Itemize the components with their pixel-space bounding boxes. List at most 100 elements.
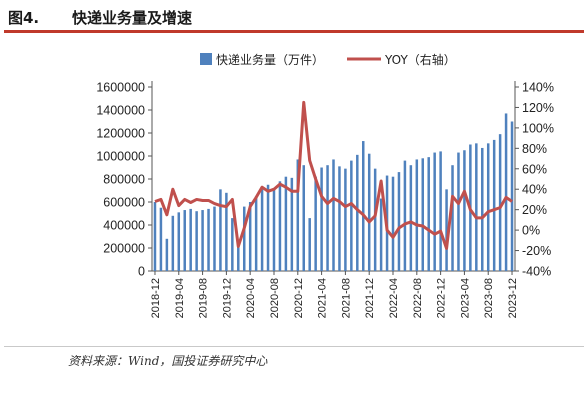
y-left-tick-label: 0: [138, 265, 145, 279]
volume-bar: [421, 158, 425, 271]
volume-bar: [326, 165, 329, 271]
y-right-tick-label: 120%: [522, 101, 554, 115]
volume-bar: [278, 181, 282, 271]
volume-bar: [284, 176, 288, 271]
x-tick-label: 2022-12: [436, 278, 448, 318]
volume-bar: [367, 153, 371, 271]
volume-bar: [260, 189, 264, 271]
y-left-tick-label: 800000: [103, 173, 145, 187]
y-right-tick-label: -20%: [522, 244, 551, 258]
volume-bar: [362, 141, 365, 271]
volume-bar: [242, 206, 246, 271]
legend-label-yoy: YOY（右轴）: [384, 52, 456, 67]
x-tick-label: 2021-12: [364, 278, 376, 318]
y-right-tick-label: 140%: [522, 81, 554, 95]
y-right-tick-label: 100%: [522, 121, 554, 135]
volume-bar: [332, 159, 335, 271]
volume-bar: [183, 210, 186, 271]
y-right-tick-label: 40%: [522, 183, 547, 197]
figure-title-bar: 图4. 快递业务量及增速: [4, 4, 584, 30]
x-tick-label: 2023-12: [507, 278, 519, 318]
x-tick-label: 2023-04: [459, 278, 471, 318]
volume-bar: [510, 121, 514, 271]
yoy-line: [154, 100, 513, 251]
volume-bar: [302, 165, 305, 271]
volume-bar: [177, 212, 181, 271]
y-left-tick-label: 1000000: [96, 150, 145, 164]
x-tick-label: 2020-12: [293, 278, 305, 318]
x-tick-label: 2019-08: [198, 278, 210, 318]
volume-bar: [344, 168, 347, 271]
volume-bar: [451, 165, 454, 271]
y-left-tick-label: 1600000: [96, 81, 145, 95]
volume-bar: [308, 218, 311, 271]
y-right-tick-label: 80%: [522, 142, 547, 156]
volume-bar: [296, 159, 300, 271]
title-underline: [4, 30, 584, 33]
source-note: 资料来源：Wind，国投证券研究中心: [68, 354, 268, 368]
x-tick-label: 2021-08: [340, 278, 352, 318]
x-tick-label: 2021-04: [317, 278, 329, 318]
volume-bar: [189, 208, 192, 271]
legend-label-volume: 快递业务量（万件）: [216, 52, 324, 67]
bar-series: [153, 113, 514, 271]
line-series: [154, 100, 513, 251]
volume-bar: [338, 166, 341, 271]
volume-bar: [195, 211, 198, 271]
volume-bar: [409, 165, 413, 271]
volume-bar: [153, 202, 157, 271]
volume-bar: [314, 176, 317, 271]
volume-bar: [457, 152, 460, 271]
volume-bar: [290, 177, 294, 271]
x-tick-label: 2022-04: [388, 278, 400, 318]
y-left-tick-label: 600000: [103, 196, 145, 210]
y-left-tick-label: 1400000: [96, 104, 145, 118]
volume-bar: [403, 160, 407, 271]
volume-bar: [427, 157, 430, 271]
volume-bar: [504, 113, 508, 271]
volume-bar: [397, 172, 401, 271]
volume-bar: [463, 150, 466, 271]
x-tick-label: 2020-04: [245, 278, 257, 318]
y-left-tick-label: 200000: [103, 242, 145, 256]
volume-bar: [415, 159, 419, 271]
x-tick-label: 2022-08: [412, 278, 424, 318]
volume-bar: [433, 152, 436, 271]
volume-bar: [225, 192, 228, 271]
volume-bar: [379, 198, 383, 271]
combo-chart: 快递业务量（万件） YOY（右轴） 0 200000 400000 600000 8000…: [96, 52, 554, 319]
volume-bar: [492, 139, 496, 271]
volume-bar: [266, 184, 270, 271]
volume-bar: [350, 160, 353, 271]
volume-bar: [272, 188, 276, 271]
volume-bar: [248, 202, 252, 271]
volume-bar: [391, 176, 395, 271]
legend: 快递业务量（万件） YOY（右轴）: [200, 52, 456, 67]
volume-bar: [231, 218, 234, 271]
volume-bar: [481, 147, 484, 271]
x-tick-label: 2018-12: [150, 278, 162, 318]
volume-bar: [219, 189, 222, 271]
volume-bar: [159, 207, 163, 271]
volume-bar: [320, 167, 323, 271]
volume-bar: [237, 244, 240, 271]
volume-bar: [439, 151, 442, 271]
y-right-tick-label: -40%: [522, 265, 551, 279]
volume-bar: [475, 143, 478, 271]
volume-bar: [486, 143, 490, 271]
volume-bar: [201, 210, 204, 271]
axes: 0 200000 400000 600000 800000 1000000 1200000 1…: [96, 81, 554, 319]
volume-bar: [171, 215, 175, 271]
volume-bar: [356, 154, 359, 271]
x-tick-label: 2023-08: [483, 278, 495, 318]
figure-label: 图4.: [8, 9, 40, 27]
x-tick-label: 2020-08: [269, 278, 281, 318]
volume-bar: [373, 168, 377, 271]
volume-bar: [445, 189, 448, 271]
source-divider: [4, 346, 584, 347]
y-right-tick-label: 60%: [522, 162, 547, 176]
x-tick-label: 2019-12: [221, 278, 233, 318]
y-left-tick-label: 400000: [103, 219, 145, 233]
volume-bar: [213, 206, 216, 271]
